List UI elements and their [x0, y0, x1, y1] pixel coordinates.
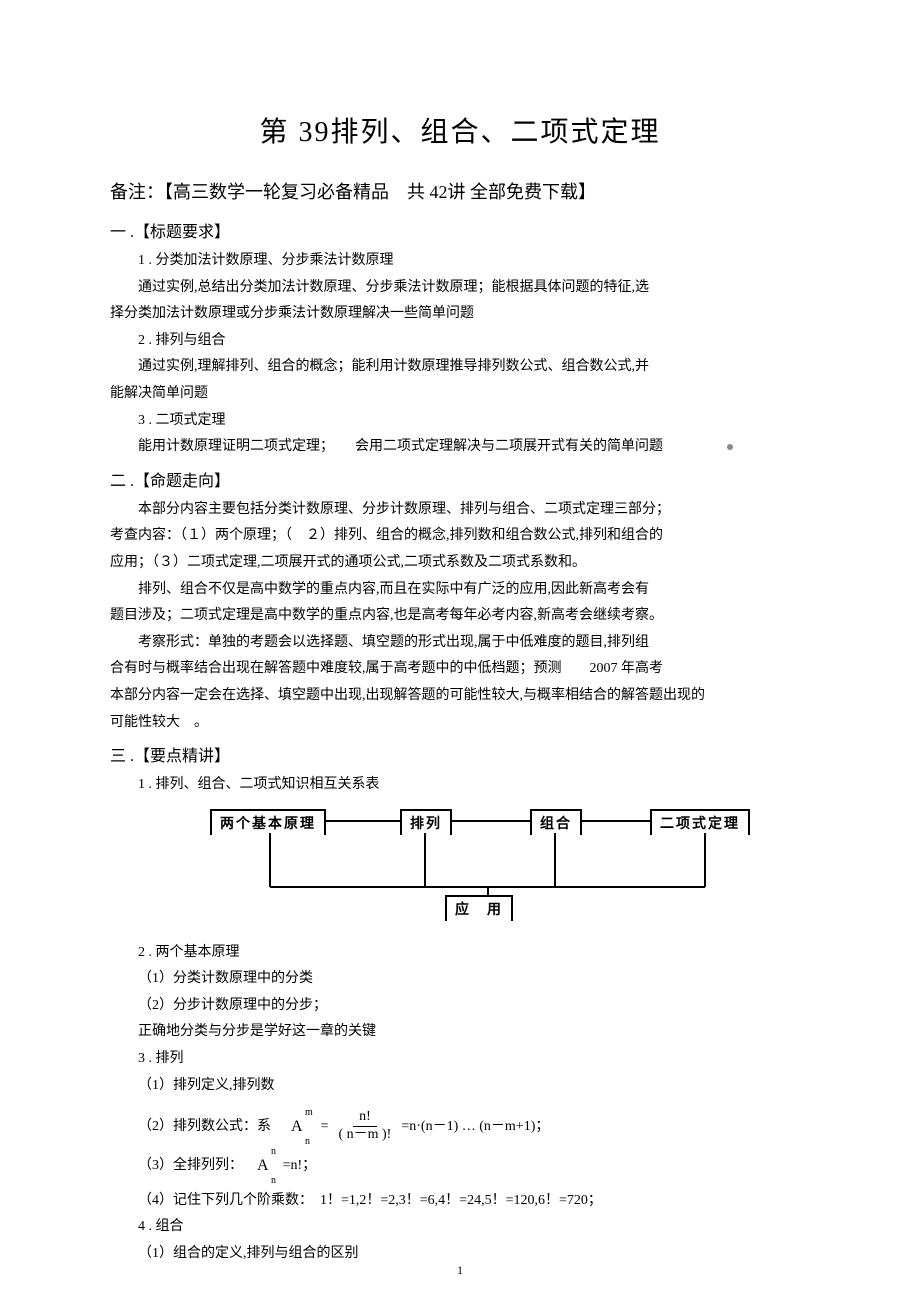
document-page: 第 39排列、组合、二项式定理 备注：【高三数学一轮复习必备精品 共 42讲 全… — [0, 0, 920, 1308]
page-subtitle: 备注：【高三数学一轮复习必备精品 共 42讲 全部免费下载】 — [110, 178, 810, 204]
paragraph: 题目涉及；二项式定理是高中数学的重点内容,也是高考每年必考内容,新高考会继续考察… — [110, 603, 810, 630]
list-item: （4）记住下列几个阶乘数： 1！=1,2！=2,3！=6,4！=24,5！=12… — [138, 1188, 810, 1215]
paragraph: 考察形式：单独的考题会以选择题、填空题的形式出现,属于中低难度的题目,排列组 — [110, 630, 810, 657]
paragraph: 3 . 排列 — [110, 1046, 810, 1073]
formula-label: （3）全排列列： — [138, 1155, 243, 1176]
symbol-sup: n — [271, 1144, 276, 1159]
paragraph: 1 . 分类加法计数原理、分步乘法计数原理 — [110, 248, 810, 275]
symbol-A-mn: A m n — [291, 1115, 303, 1139]
list-item: （2）分步计数原理中的分步； — [138, 993, 810, 1020]
equals-sign: = — [321, 1116, 329, 1137]
paragraph: 能解决简单问题 — [110, 381, 810, 408]
paragraph: 合有时与概率结合出现在解答题中难度较,属于高考题中的中低档题；预测 2007 年… — [110, 656, 810, 683]
paragraph: 择分类加法计数原理或分步乘法计数原理解决一些简单问题 — [110, 301, 810, 328]
list-item: 正确地分类与分步是学好这一章的关键 — [138, 1019, 810, 1046]
formula-tail: =n!； — [283, 1155, 317, 1176]
paragraph: 可能性较大 。 — [110, 710, 810, 737]
paragraph: 3 . 二项式定理 — [110, 408, 810, 435]
paragraph: 排列、组合不仅是高中数学的重点内容,而且在实际中有广泛的应用,因此新高考会有 — [110, 577, 810, 604]
paragraph: 本部分内容一定会在选择、填空题中出现,出现解答题的可能性较大,与概率相结合的解答… — [110, 683, 810, 710]
fraction-num: n! — [353, 1109, 377, 1127]
paragraph: 考查内容：（１）两个原理；（ ２）排列、组合的概念,排列数和组合数公式,排列和组… — [110, 523, 810, 550]
symbol-sub: n — [271, 1173, 276, 1188]
paragraph: 1 . 排列、组合、二项式知识相互关系表 — [110, 772, 810, 799]
formula-row-full-permutation: （3）全排列列： A n n =n!； — [138, 1154, 810, 1178]
paragraph: 能用计数原理证明二项式定理； 会用二项式定理解决与二项展开式有关的简单问题 — [110, 434, 810, 461]
paragraph: 通过实例,理解排列、组合的概念；能利用计数原理推导排列数公式、组合数公式,并 — [110, 354, 810, 381]
diagram-node-permutation: 排列 — [400, 809, 452, 835]
symbol-sub: n — [305, 1134, 310, 1149]
symbol-sup: m — [305, 1105, 313, 1120]
list-item: （1）分类计数原理中的分类 — [138, 966, 810, 993]
diagram-svg: 两个基本原理 排列 组合 二项式定理 应 用 — [210, 807, 770, 927]
diagram-node-binomial: 二项式定理 — [650, 809, 750, 835]
bullet-icon — [727, 444, 733, 450]
page-title: 第 39排列、组合、二项式定理 — [110, 110, 810, 150]
section-1-head: 一 .【标题要求】 — [110, 218, 810, 242]
section-3-head: 三 .【要点精讲】 — [110, 742, 810, 766]
diagram-node-principles: 两个基本原理 — [210, 809, 326, 835]
fraction-den: ( n－m )! — [332, 1127, 397, 1144]
paragraph: 2 . 排列与组合 — [110, 328, 810, 355]
symbol-base: A — [257, 1157, 269, 1174]
section-2-head: 二 .【命题走向】 — [110, 467, 810, 491]
fraction: n! ( n－m )! — [332, 1109, 397, 1144]
formula-row-permutation: （2）排列数公式：系 A m n = n! ( n－m )! =n·(n－1) … — [138, 1109, 810, 1144]
symbol-A-nn: A n n — [257, 1154, 269, 1178]
symbol-base: A — [291, 1118, 303, 1135]
relationship-diagram: 两个基本原理 排列 组合 二项式定理 应 用 — [210, 807, 810, 932]
paragraph: 应用；（３）二项式定理,二项展开式的通项公式,二项式系数及二项式系数和。 — [110, 550, 810, 577]
paragraph: 通过实例,总结出分类加法计数原理、分步乘法计数原理；能根据具体问题的特征,选 — [110, 275, 810, 302]
formula-tail: =n·(n－1) … (n－m+1)； — [401, 1116, 549, 1137]
text: 能用计数原理证明二项式定理； 会用二项式定理解决与二项展开式有关的简单问题 — [110, 434, 663, 461]
diagram-node-application: 应 用 — [445, 895, 513, 921]
paragraph: 本部分内容主要包括分类计数原理、分步计数原理、排列与组合、二项式定理三部分； — [110, 497, 810, 524]
formula-label: （2）排列数公式：系 — [138, 1116, 271, 1137]
diagram-node-combination: 组合 — [530, 809, 582, 835]
page-number: 1 — [0, 1263, 920, 1278]
list-item: （1）排列定义,排列数 — [138, 1073, 810, 1100]
paragraph: 2 . 两个基本原理 — [110, 940, 810, 967]
paragraph: 4 . 组合 — [110, 1214, 810, 1241]
